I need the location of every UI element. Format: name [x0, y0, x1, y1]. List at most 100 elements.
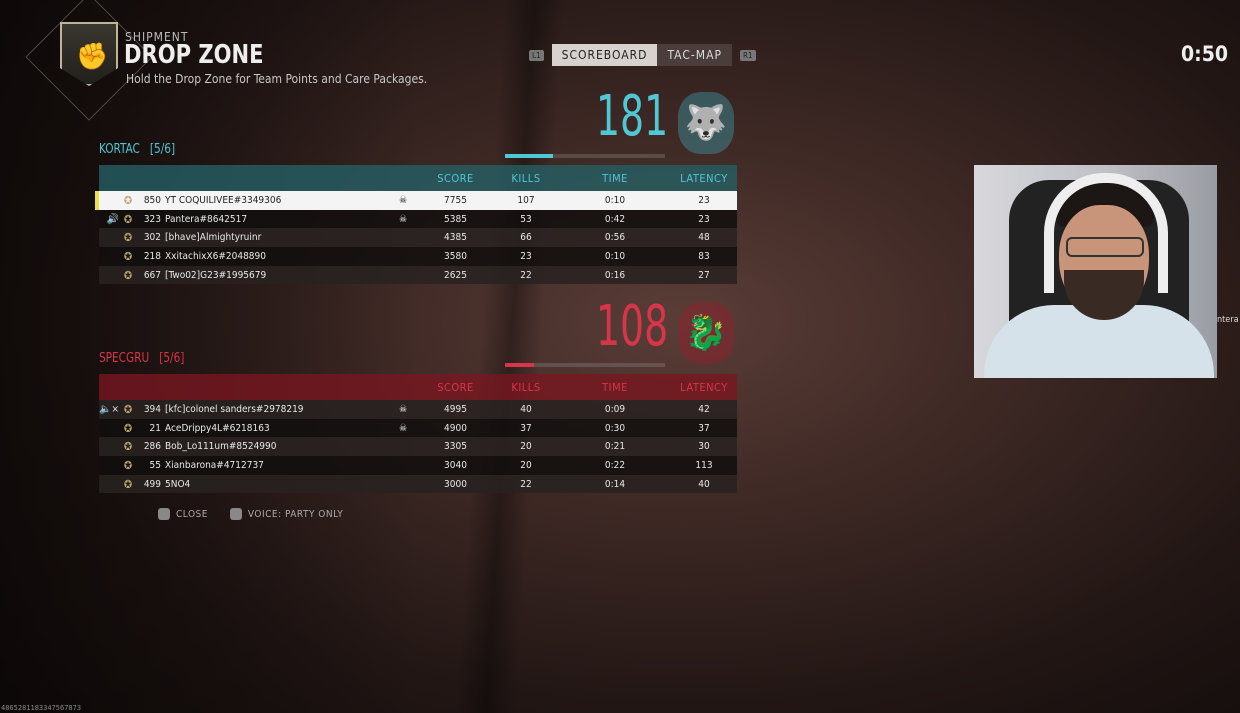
kortac-progress-bar [505, 154, 665, 158]
rank-emblem-icon: ✪ [123, 440, 133, 454]
player-name: YT COQUILIVEE#3349306 [165, 194, 282, 206]
background-scene [455, 0, 565, 713]
close-label: CLOSE [176, 509, 208, 520]
speaker-icon[interactable]: 🔊 [106, 213, 119, 225]
player-name: AceDrippy4L#6218163 [165, 422, 270, 434]
player-row[interactable]: 🔈× ✪ 394 [kfc]colonel sanders#2978219 ☠ … [99, 400, 737, 419]
specgru-dragon-logo-icon: 🐉 [678, 302, 734, 364]
l1-button-icon: L1 [529, 49, 544, 61]
col-score: SCORE [437, 171, 474, 185]
rank-emblem-icon: ✪ [123, 458, 133, 472]
specgru-score: 108 [596, 294, 669, 359]
skull-icon: ☠ [398, 213, 408, 225]
player-kills: 22 [520, 478, 532, 490]
player-level: 394 [143, 403, 161, 415]
tab-tac-map[interactable]: TAC-MAP [657, 44, 732, 66]
footer-prompts: CLOSE VOICE: PARTY ONLY [158, 508, 343, 520]
player-time: 0:42 [604, 213, 626, 225]
col-time: TIME [602, 171, 628, 185]
player-level: 55 [149, 459, 161, 471]
rank-emblem-icon: ✪ [123, 477, 133, 491]
player-name: 5NO4 [165, 478, 191, 490]
col-kills: KILLS [511, 171, 541, 185]
player-row[interactable]: ✪ 499 5NO4 3000 22 0:14 40 [99, 474, 737, 494]
skull-icon: ☠ [398, 422, 408, 434]
player-latency: 37 [698, 422, 710, 434]
player-kills: 20 [520, 459, 532, 471]
player-row[interactable]: ✪ 850 YT COQUILIVEE#3349306 ☠ 7755 107 0… [95, 191, 737, 210]
mode-title: DROP ZONE [124, 40, 264, 70]
player-level: 302 [143, 232, 161, 244]
team-count: [5/6] [159, 351, 185, 366]
kortac-rows: ✪ 850 YT COQUILIVEE#3349306 ☠ 7755 107 0… [95, 191, 737, 285]
tab-scoreboard[interactable]: SCOREBOARD [551, 44, 658, 66]
player-row[interactable]: ✪ 21 AceDrippy4L#6218163 ☠ 4900 37 0:30 … [99, 418, 737, 438]
map-name: SHIPMENT [125, 30, 189, 44]
team-name: KORTAC [99, 142, 140, 157]
player-name: XxitachixX6#2048890 [165, 250, 266, 262]
player-kills: 23 [520, 250, 532, 262]
rank-emblem-icon: ✪ [123, 421, 133, 435]
col-time: TIME [602, 380, 628, 394]
r1-button-icon: R1 [739, 49, 756, 61]
skull-icon: ☠ [398, 194, 408, 206]
player-time: 0:10 [604, 194, 626, 206]
player-score: 5385 [444, 213, 467, 225]
player-kills: 40 [520, 403, 532, 415]
player-row[interactable]: ✪ 55 Xianbarona#4712737 3040 20 0:22 113 [99, 456, 737, 475]
player-latency: 83 [698, 250, 710, 262]
rank-emblem-icon: ✪ [123, 193, 133, 207]
player-level: 218 [143, 250, 161, 262]
webcam-overlay [974, 165, 1217, 378]
player-score: 4995 [444, 403, 467, 415]
player-name: Xianbarona#4712737 [165, 459, 264, 471]
voice-toggle-button[interactable]: VOICE: PARTY ONLY [229, 508, 344, 520]
close-button[interactable]: CLOSE [158, 508, 208, 520]
rank-emblem-icon: ✪ [123, 402, 133, 416]
player-latency: 27 [698, 269, 710, 281]
touchpad-icon [158, 508, 170, 520]
mode-description: Hold the Drop Zone for Team Points and C… [126, 72, 428, 86]
skull-icon: ☠ [398, 403, 408, 415]
background-shade [0, 0, 420, 713]
player-level: 286 [143, 441, 161, 453]
player-row[interactable]: ✪ 286 Bob_Lo111um#8524990 3305 20 0:21 3… [99, 437, 737, 457]
player-level: 21 [149, 422, 161, 434]
player-latency: 42 [698, 403, 710, 415]
player-latency: 113 [695, 459, 713, 471]
player-latency: 23 [698, 194, 710, 206]
player-row[interactable]: ✪ 667 [Two02]G23#1995679 2625 22 0:16 27 [99, 265, 737, 285]
voice-label: VOICE: PARTY ONLY [247, 509, 344, 520]
view-tabs: L1 SCOREBOARD TAC-MAP R1 [521, 44, 764, 66]
build-code: 4865281183347567873 [1, 704, 82, 712]
player-row[interactable]: ✪ 218 XxitachixX6#2048890 3580 23 0:10 8… [99, 247, 737, 266]
player-time: 0:14 [604, 478, 626, 490]
player-score: 3000 [444, 478, 467, 490]
player-latency: 40 [698, 478, 710, 490]
player-name: Pantera#8642517 [165, 213, 248, 225]
player-kills: 22 [520, 269, 532, 281]
kortac-wolf-logo-icon: 🐺 [678, 92, 734, 154]
player-name: [Two02]G23#1995679 [165, 269, 267, 281]
player-time: 0:56 [604, 232, 626, 244]
player-score: 7755 [444, 194, 467, 206]
circle-button-icon [229, 508, 242, 520]
player-level: 499 [143, 478, 161, 490]
player-kills: 20 [520, 441, 532, 453]
player-latency: 30 [698, 441, 710, 453]
muted-icon[interactable]: 🔈× [99, 403, 119, 415]
player-score: 4900 [444, 422, 467, 434]
player-score: 3305 [444, 441, 467, 453]
player-row[interactable]: ✪ 302 [bhave]Almightyruinr 4385 66 0:56 … [99, 228, 737, 248]
player-score: 3580 [444, 250, 467, 262]
player-row[interactable]: 🔊 ✪ 323 Pantera#8642517 ☠ 5385 53 0:42 2… [99, 209, 737, 229]
kortac-team-label: KORTAC [5/6] [99, 142, 175, 157]
player-time: 0:16 [604, 269, 626, 281]
col-score: SCORE [437, 380, 474, 394]
player-kills: 66 [520, 232, 532, 244]
player-level: 850 [143, 194, 161, 206]
col-latency: LATENCY [680, 171, 728, 185]
col-kills: KILLS [511, 380, 541, 394]
rank-emblem-icon: ✪ [123, 212, 133, 226]
rank-emblem-icon: ✪ [123, 231, 133, 245]
